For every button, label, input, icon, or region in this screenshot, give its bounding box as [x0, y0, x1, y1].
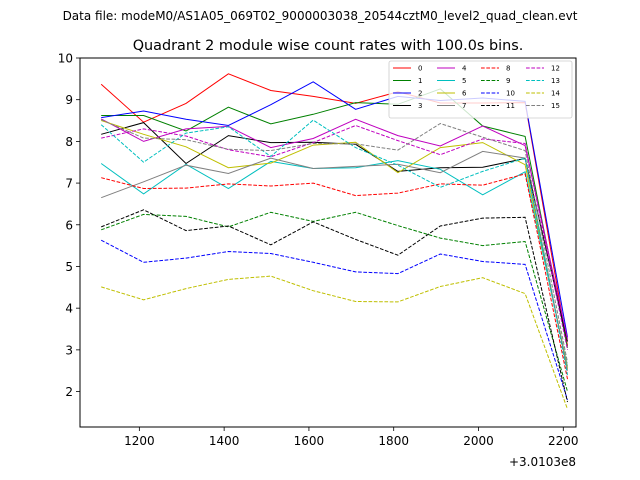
legend-label-14: 14 — [551, 90, 560, 98]
y-tick-label: 2 — [65, 385, 73, 399]
x-tick-label: 1800 — [378, 434, 409, 448]
series-line-1 — [101, 88, 568, 348]
series-line-11 — [101, 209, 568, 403]
y-tick-label: 3 — [65, 343, 73, 357]
x-tick-label: 1600 — [294, 434, 325, 448]
legend-label-10: 10 — [506, 90, 515, 98]
legend-label-6: 6 — [462, 90, 467, 98]
legend-label-4: 4 — [462, 65, 467, 73]
x-tick-label: 1200 — [124, 434, 155, 448]
y-tick-label: 8 — [65, 135, 73, 149]
series-line-5 — [100, 160, 568, 367]
x-tick-label: 2200 — [548, 434, 579, 448]
axes-frame — [79, 57, 577, 428]
series-line-8 — [101, 173, 568, 380]
y-tick-label: 5 — [65, 260, 73, 274]
series-line-10 — [100, 239, 568, 401]
x-tick-label: 2000 — [463, 434, 494, 448]
legend-label-5: 5 — [462, 77, 466, 85]
plot-area — [100, 73, 568, 410]
y-tick-label: 10 — [58, 52, 73, 66]
y-tick-label: 6 — [65, 218, 73, 232]
legend-label-0: 0 — [418, 65, 422, 73]
chart-title: Quadrant 2 module wise count rates with … — [133, 38, 524, 54]
legend-label-7: 7 — [462, 102, 466, 110]
legend-label-13: 13 — [551, 77, 560, 85]
legend-label-15: 15 — [551, 102, 560, 110]
legend-label-1: 1 — [418, 77, 422, 85]
y-tick-label: 7 — [65, 177, 73, 191]
series-line-15 — [101, 119, 568, 363]
series-line-14 — [101, 275, 568, 410]
legend-label-8: 8 — [506, 65, 510, 73]
legend-label-11: 11 — [506, 102, 515, 110]
legend-label-9: 9 — [506, 77, 510, 85]
legend-box — [388, 60, 573, 119]
chart-suptitle: Data file: modeM0/AS1A05_069T02_90000030… — [63, 9, 578, 23]
y-tick-label: 4 — [65, 302, 73, 316]
series-line-9 — [101, 211, 568, 392]
series-line-7 — [101, 150, 568, 371]
legend-label-2: 2 — [418, 90, 422, 98]
x-tick-label: 1400 — [209, 434, 240, 448]
series-line-13 — [100, 119, 568, 375]
x-offset-label: +3.0103e8 — [509, 455, 576, 469]
legend-label-3: 3 — [418, 102, 422, 110]
legend-label-12: 12 — [551, 65, 560, 73]
y-tick-label: 9 — [65, 93, 73, 107]
series-line-4 — [100, 118, 568, 340]
